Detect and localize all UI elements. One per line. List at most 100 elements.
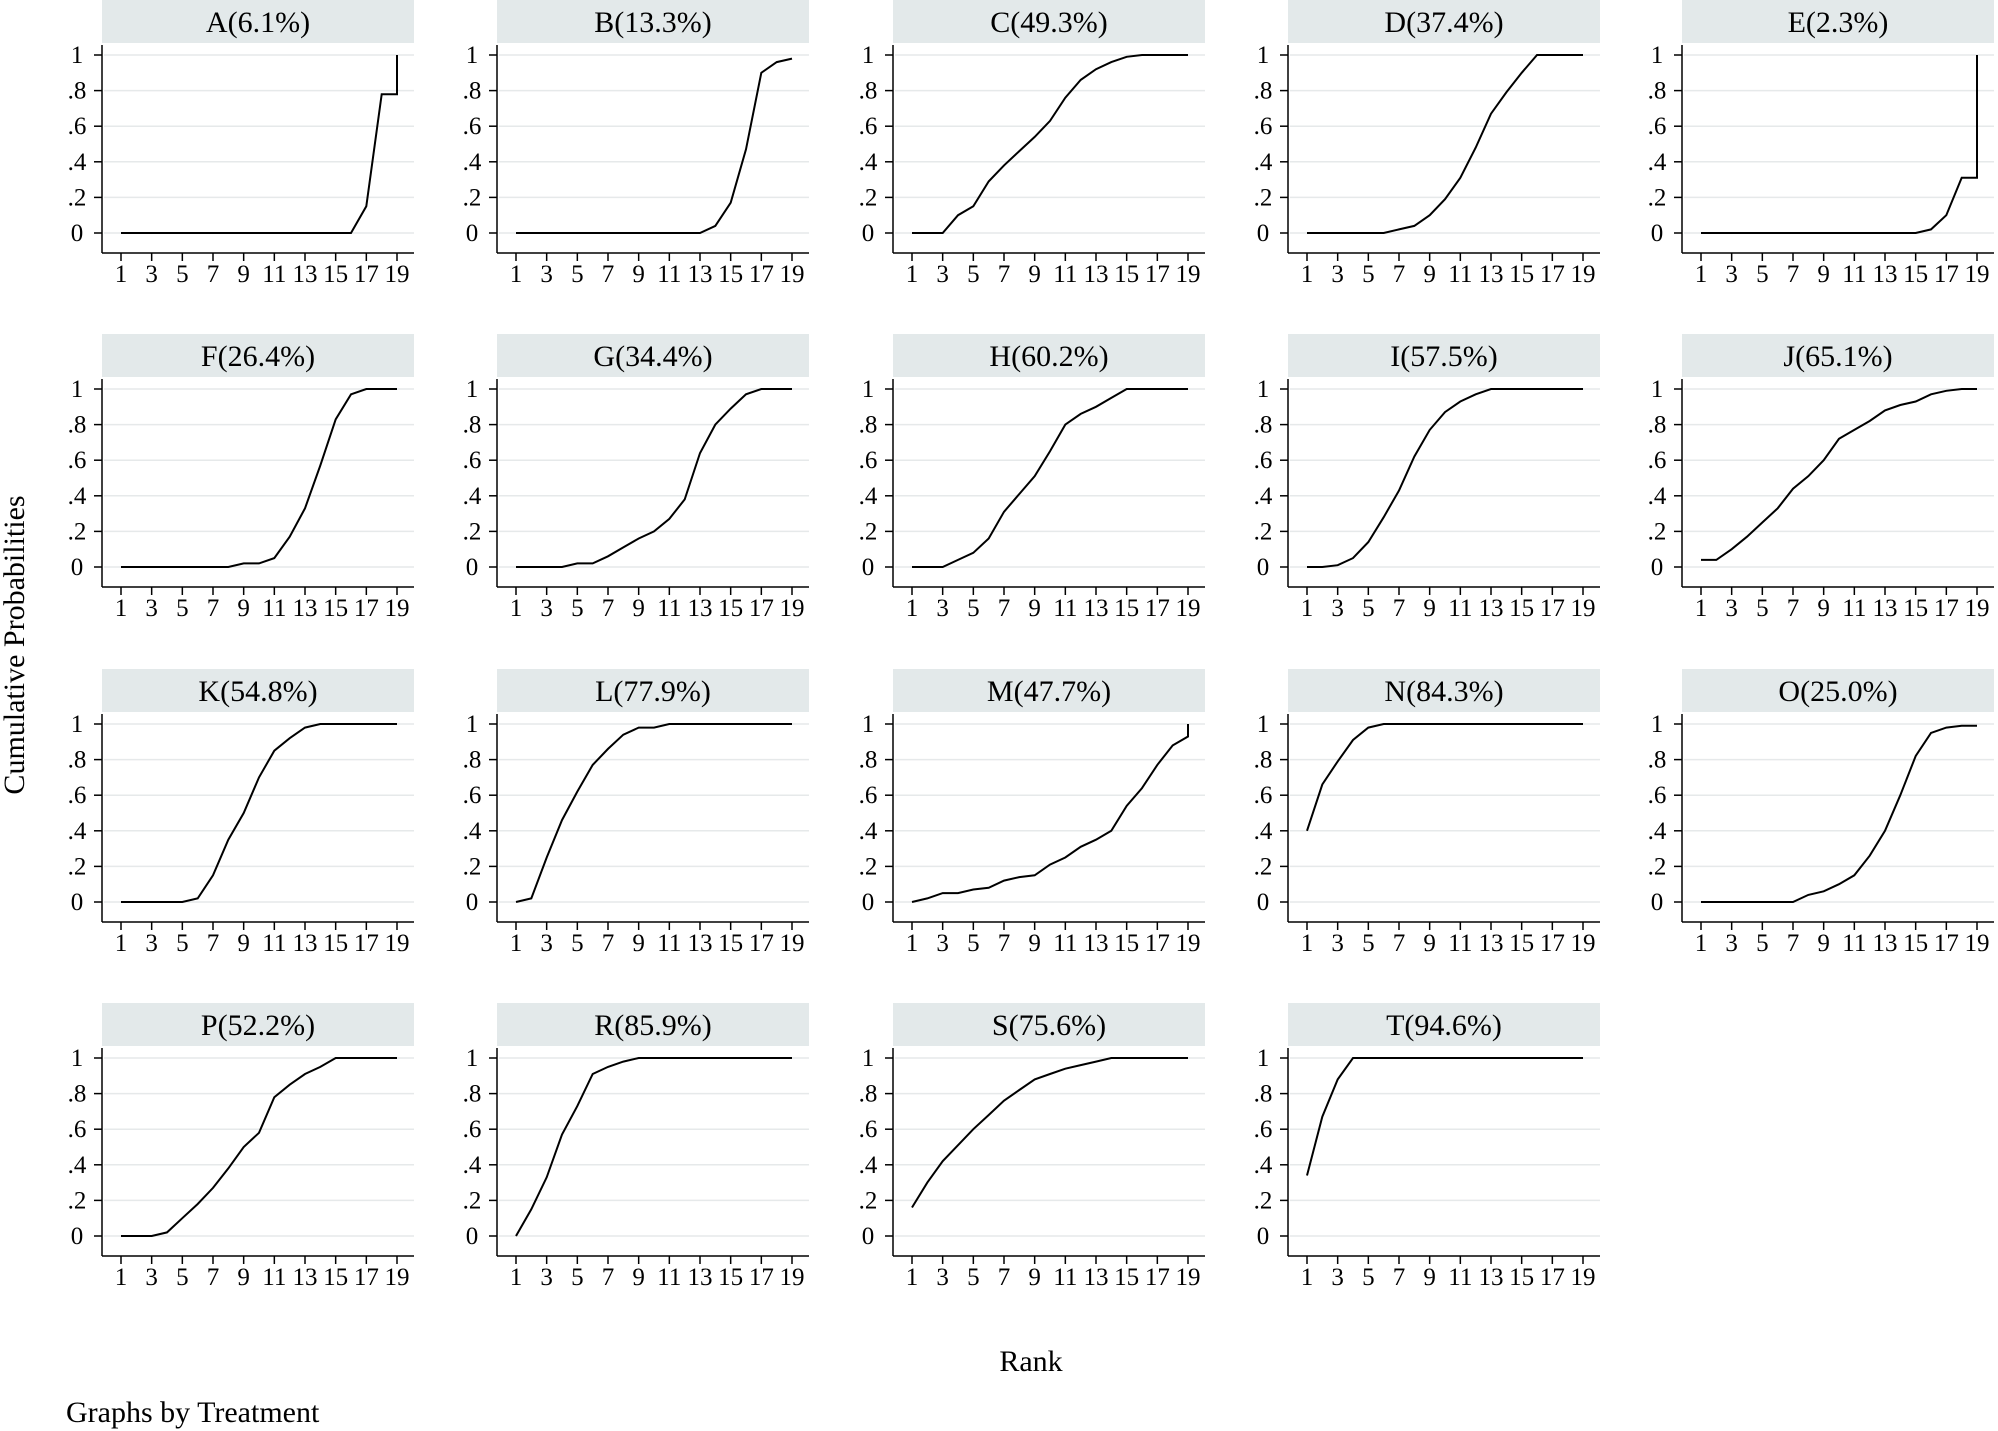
x-tick-label: 5 (571, 261, 584, 288)
x-tick-label: 7 (998, 1264, 1011, 1291)
y-tick-label: 1 (1257, 711, 1270, 738)
y-tick-label: 0 (862, 220, 875, 247)
x-tick-label: 13 (1084, 261, 1109, 288)
x-tick-label: 15 (1509, 595, 1534, 622)
y-tick-label: .2 (463, 853, 482, 880)
x-tick-label: 3 (936, 595, 949, 622)
y-tick-label: .2 (1254, 518, 1273, 545)
y-tick-label: .8 (463, 747, 482, 774)
x-tick-label: 15 (1509, 1264, 1534, 1291)
x-tick-label: 7 (1787, 595, 1800, 622)
x-tick-label: 5 (1362, 261, 1375, 288)
x-tick-label: 1 (1301, 261, 1314, 288)
x-tick-label: 9 (1423, 930, 1436, 957)
y-tick-label: 0 (1257, 554, 1270, 581)
y-tick-label: .4 (1254, 1152, 1273, 1179)
y-tick-label: .6 (68, 782, 87, 809)
x-tick-label: 19 (1965, 930, 1990, 957)
y-axis-title: Cumulative Probabilities (0, 495, 31, 794)
panel-title-strip (893, 669, 1205, 712)
x-tick-label: 9 (1817, 261, 1830, 288)
panel-title: L(77.9%) (595, 675, 711, 708)
x-tick-label: 5 (571, 595, 584, 622)
x-tick-label: 3 (1331, 930, 1344, 957)
x-tick-label: 19 (780, 261, 805, 288)
x-tick-label: 17 (354, 595, 379, 622)
series-line (911, 1057, 1188, 1209)
x-tick-label: 9 (632, 261, 645, 288)
panel-title: H(60.2%) (989, 340, 1108, 373)
x-tick-label: 1 (510, 261, 523, 288)
x-tick-label: 9 (1028, 595, 1041, 622)
x-tick-label: 11 (262, 595, 286, 622)
x-tick-label: 19 (1176, 1264, 1201, 1291)
y-tick-label: 0 (466, 1223, 479, 1250)
x-tick-label: 13 (1479, 1264, 1504, 1291)
panel-a: A(6.1%)0.2.4.6.811 3 5 7 9 11 13 15 17 19 (68, 0, 414, 288)
panel-title: F(26.4%) (201, 340, 315, 373)
y-tick-label: 1 (1651, 42, 1664, 69)
x-tick-label: 1 (906, 930, 919, 957)
y-tick-label: .8 (463, 412, 482, 439)
x-tick-label: 13 (1873, 930, 1898, 957)
y-tick-label: 1 (862, 376, 875, 403)
y-tick-label: .4 (1254, 483, 1273, 510)
x-tick-label: 9 (1028, 261, 1041, 288)
panel-title-strip (1288, 334, 1600, 377)
x-tick-label: 19 (385, 261, 410, 288)
panel-j: J(65.1%)0.2.4.6.811 3 5 7 9 11 13 15 17 19 (1648, 334, 1994, 622)
y-tick-label: .4 (859, 818, 878, 845)
series-line (1307, 54, 1583, 234)
y-tick-label: .2 (859, 1187, 878, 1214)
panel-l: L(77.9%)0.2.4.6.811 3 5 7 9 11 13 15 17 19 (463, 669, 809, 957)
y-tick-label: 1 (1651, 376, 1664, 403)
y-tick-label: .4 (463, 1152, 482, 1179)
x-tick-label: 5 (571, 930, 584, 957)
x-tick-label: 17 (354, 1264, 379, 1291)
y-tick-label: .2 (1648, 853, 1667, 880)
x-tick-label: 19 (1571, 1264, 1596, 1291)
x-tick-label: 11 (657, 930, 681, 957)
y-tick-label: .2 (463, 518, 482, 545)
x-tick-label: 13 (688, 930, 713, 957)
x-tick-label: 13 (293, 930, 318, 957)
y-tick-label: 0 (1257, 220, 1270, 247)
x-tick-label: 15 (718, 595, 743, 622)
panel-title-strip (497, 1003, 809, 1046)
x-tick-label: 13 (688, 595, 713, 622)
x-tick-label: 15 (323, 1264, 348, 1291)
y-tick-label: 1 (71, 711, 84, 738)
y-tick-label: 0 (71, 1223, 84, 1250)
series-line (515, 723, 792, 903)
x-tick-label: 1 (115, 261, 128, 288)
y-tick-label: .2 (1648, 518, 1667, 545)
x-tick-label: 17 (1934, 261, 1959, 288)
panel-title-strip (1682, 0, 1994, 43)
x-tick-label: 11 (1448, 930, 1472, 957)
x-tick-label: 13 (293, 595, 318, 622)
y-tick-label: .4 (1254, 149, 1273, 176)
panel-k: K(54.8%)0.2.4.6.811 3 5 7 9 11 13 15 17 19 (68, 669, 414, 957)
y-tick-label: 0 (71, 889, 84, 916)
y-tick-label: .4 (859, 483, 878, 510)
panel-title: S(75.6%) (992, 1009, 1106, 1042)
x-tick-label: 1 (1695, 595, 1708, 622)
x-tick-label: 9 (237, 930, 250, 957)
x-tick-label: 3 (1725, 930, 1738, 957)
x-tick-label: 9 (1028, 1264, 1041, 1291)
x-tick-label: 13 (688, 1264, 713, 1291)
x-tick-label: 19 (1965, 261, 1990, 288)
x-tick-label: 15 (1509, 930, 1534, 957)
panel-title: K(54.8%) (198, 675, 317, 708)
x-tick-label: 7 (207, 1264, 220, 1291)
x-tick-label: 7 (207, 261, 220, 288)
y-tick-label: .2 (1254, 184, 1273, 211)
y-tick-label: .4 (859, 149, 878, 176)
x-tick-label: 19 (1176, 595, 1201, 622)
y-tick-label: .8 (68, 78, 87, 105)
x-tick-label: 15 (1114, 1264, 1139, 1291)
x-tick-label: 13 (688, 261, 713, 288)
x-tick-label: 17 (1145, 1264, 1170, 1291)
panel-t: T(94.6%)0.2.4.6.811 3 5 7 9 11 13 15 17 19 (1254, 1003, 1600, 1291)
x-tick-label: 17 (1540, 930, 1565, 957)
